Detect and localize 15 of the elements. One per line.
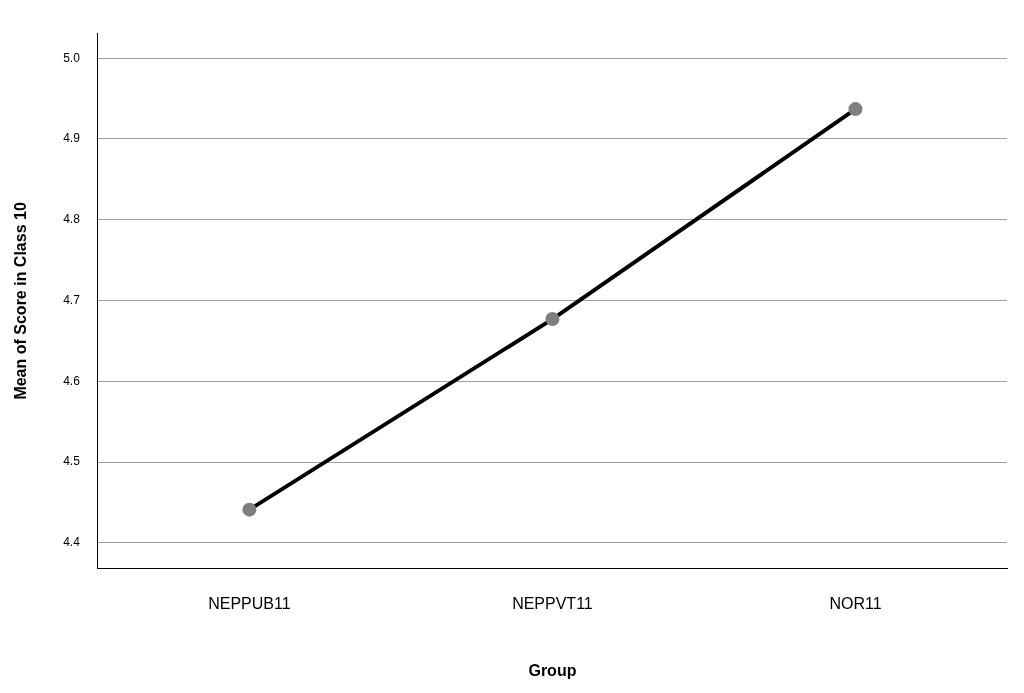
point xyxy=(545,312,560,327)
y-tick-label: 4.4 xyxy=(63,535,81,550)
y-tick-label: 4.9 xyxy=(63,131,81,146)
y-axis-title: Mean of Score in Class 10 xyxy=(12,202,30,400)
x-axis-title: Group xyxy=(528,661,577,679)
y-tick-label: 4.7 xyxy=(63,292,81,307)
y-tick-label: 5.0 xyxy=(63,50,81,65)
x-tick-label: NOR11 xyxy=(829,594,882,612)
point xyxy=(848,102,863,117)
y-tick-label: 4.6 xyxy=(63,373,81,388)
x-tick-label: NEPPUB11 xyxy=(208,594,291,612)
point xyxy=(242,502,257,517)
y-tick-label: 4.8 xyxy=(63,212,81,227)
y-tick-label: 4.5 xyxy=(63,454,81,469)
x-tick-label: NEPPVT11 xyxy=(512,594,593,612)
